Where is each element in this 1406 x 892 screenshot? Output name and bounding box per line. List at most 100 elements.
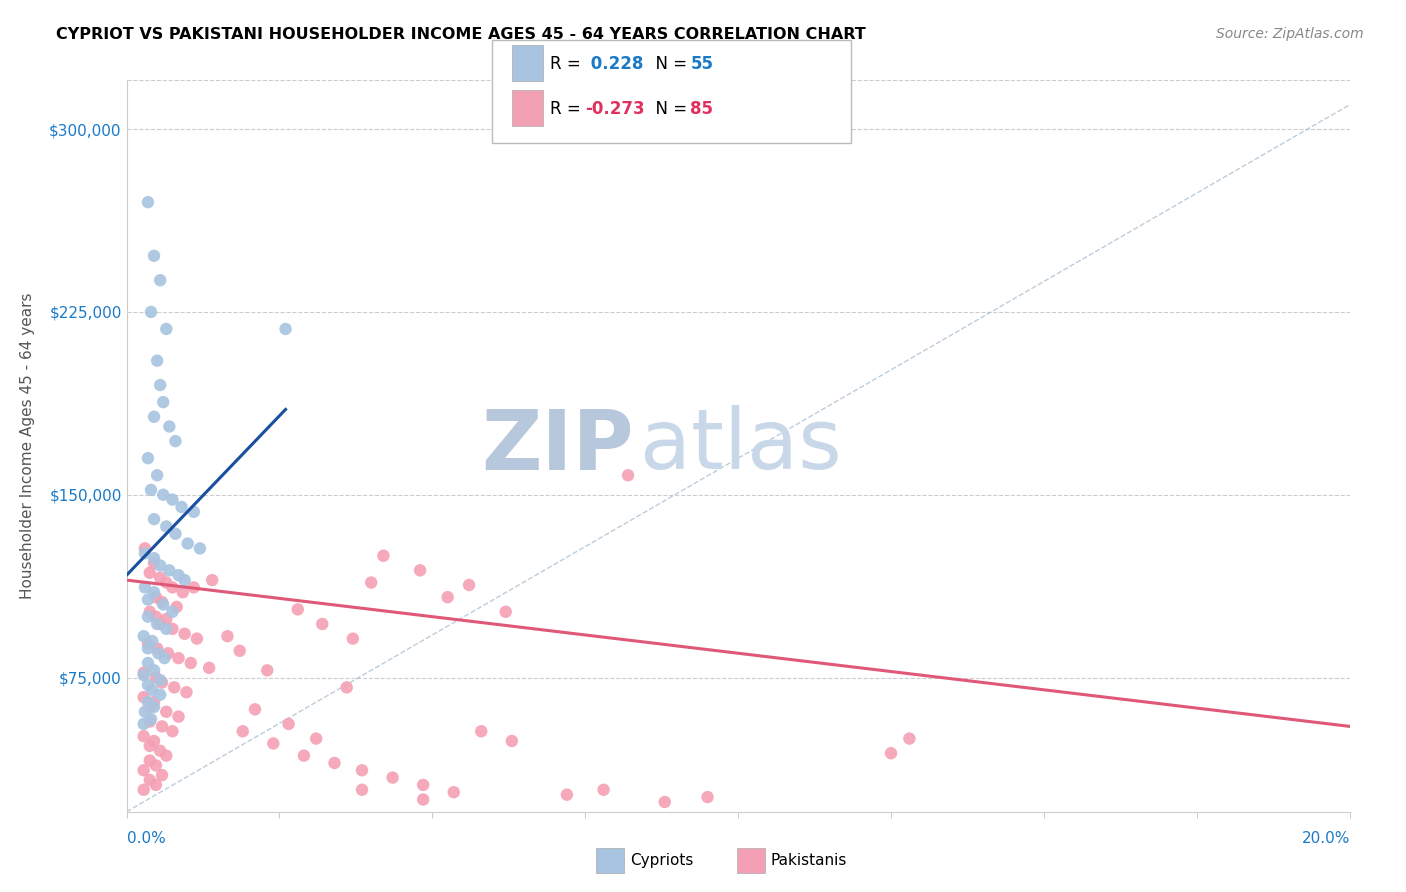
- Text: 0.228: 0.228: [585, 54, 644, 73]
- Text: N =: N =: [645, 54, 693, 73]
- Point: [336, 681, 359, 695]
- Point: [495, 605, 517, 619]
- Point: [696, 790, 718, 805]
- Text: 20.0%: 20.0%: [1302, 831, 1350, 846]
- Point: [145, 609, 167, 624]
- Text: -0.273: -0.273: [585, 100, 644, 118]
- Point: [132, 690, 155, 705]
- Point: [139, 566, 162, 580]
- Point: [139, 754, 162, 768]
- Point: [155, 612, 177, 626]
- Point: [167, 651, 190, 665]
- Point: [149, 273, 172, 287]
- Point: [157, 646, 180, 660]
- Point: [132, 717, 155, 731]
- Point: [155, 748, 177, 763]
- Point: [157, 419, 180, 434]
- Point: [145, 590, 167, 604]
- Point: [148, 646, 170, 660]
- Point: [470, 724, 492, 739]
- Text: 55: 55: [690, 54, 713, 73]
- Point: [132, 729, 155, 743]
- Point: [277, 717, 299, 731]
- Point: [501, 734, 523, 748]
- Text: Cypriots: Cypriots: [630, 854, 693, 868]
- Point: [162, 724, 184, 739]
- Point: [155, 575, 177, 590]
- Point: [373, 549, 395, 563]
- Text: Source: ZipAtlas.com: Source: ZipAtlas.com: [1216, 27, 1364, 41]
- Point: [228, 644, 250, 658]
- Point: [162, 581, 184, 595]
- Point: [180, 656, 202, 670]
- Point: [880, 746, 903, 760]
- Point: [143, 551, 166, 566]
- Point: [143, 699, 166, 714]
- Point: [292, 748, 315, 763]
- Point: [305, 731, 328, 746]
- Point: [149, 688, 172, 702]
- Point: [183, 581, 205, 595]
- Y-axis label: Householder Income Ages 45 - 64 years: Householder Income Ages 45 - 64 years: [20, 293, 35, 599]
- Point: [173, 626, 195, 640]
- Text: ZIP: ZIP: [482, 406, 634, 486]
- Point: [136, 641, 159, 656]
- Point: [412, 792, 434, 806]
- Point: [149, 558, 172, 573]
- Point: [162, 605, 184, 619]
- Point: [146, 617, 169, 632]
- Point: [287, 602, 309, 616]
- Point: [136, 656, 159, 670]
- Point: [146, 641, 169, 656]
- Point: [141, 634, 163, 648]
- Point: [617, 468, 640, 483]
- Point: [139, 305, 162, 319]
- Point: [555, 788, 578, 802]
- Point: [141, 682, 163, 697]
- Point: [136, 695, 159, 709]
- Point: [152, 488, 174, 502]
- Point: [167, 568, 190, 582]
- Point: [132, 668, 155, 682]
- Point: [150, 719, 173, 733]
- Point: [134, 705, 156, 719]
- Point: [409, 563, 432, 577]
- Point: [176, 685, 198, 699]
- Point: [458, 578, 481, 592]
- Text: 85: 85: [690, 100, 713, 118]
- Point: [136, 195, 159, 210]
- Point: [143, 512, 166, 526]
- Point: [163, 681, 186, 695]
- Point: [139, 699, 162, 714]
- Point: [152, 395, 174, 409]
- Point: [146, 468, 169, 483]
- Point: [232, 724, 254, 739]
- Text: N =: N =: [645, 100, 693, 118]
- Text: 0.0%: 0.0%: [127, 831, 166, 846]
- Point: [143, 249, 166, 263]
- Point: [143, 734, 166, 748]
- Point: [143, 556, 166, 570]
- Point: [136, 678, 159, 692]
- Point: [143, 695, 166, 709]
- Point: [157, 563, 180, 577]
- Point: [152, 598, 174, 612]
- Point: [165, 526, 187, 541]
- Point: [132, 764, 155, 778]
- Point: [342, 632, 364, 646]
- Point: [170, 500, 193, 514]
- Point: [155, 322, 177, 336]
- Point: [149, 617, 172, 632]
- Point: [198, 661, 221, 675]
- Point: [654, 795, 676, 809]
- Point: [145, 778, 167, 792]
- Point: [149, 744, 172, 758]
- Text: R =: R =: [550, 100, 586, 118]
- Text: atlas: atlas: [640, 406, 842, 486]
- Point: [136, 609, 159, 624]
- Point: [217, 629, 239, 643]
- Point: [323, 756, 346, 770]
- Point: [443, 785, 465, 799]
- Point: [155, 519, 177, 533]
- Text: CYPRIOT VS PAKISTANI HOUSEHOLDER INCOME AGES 45 - 64 YEARS CORRELATION CHART: CYPRIOT VS PAKISTANI HOUSEHOLDER INCOME …: [56, 27, 866, 42]
